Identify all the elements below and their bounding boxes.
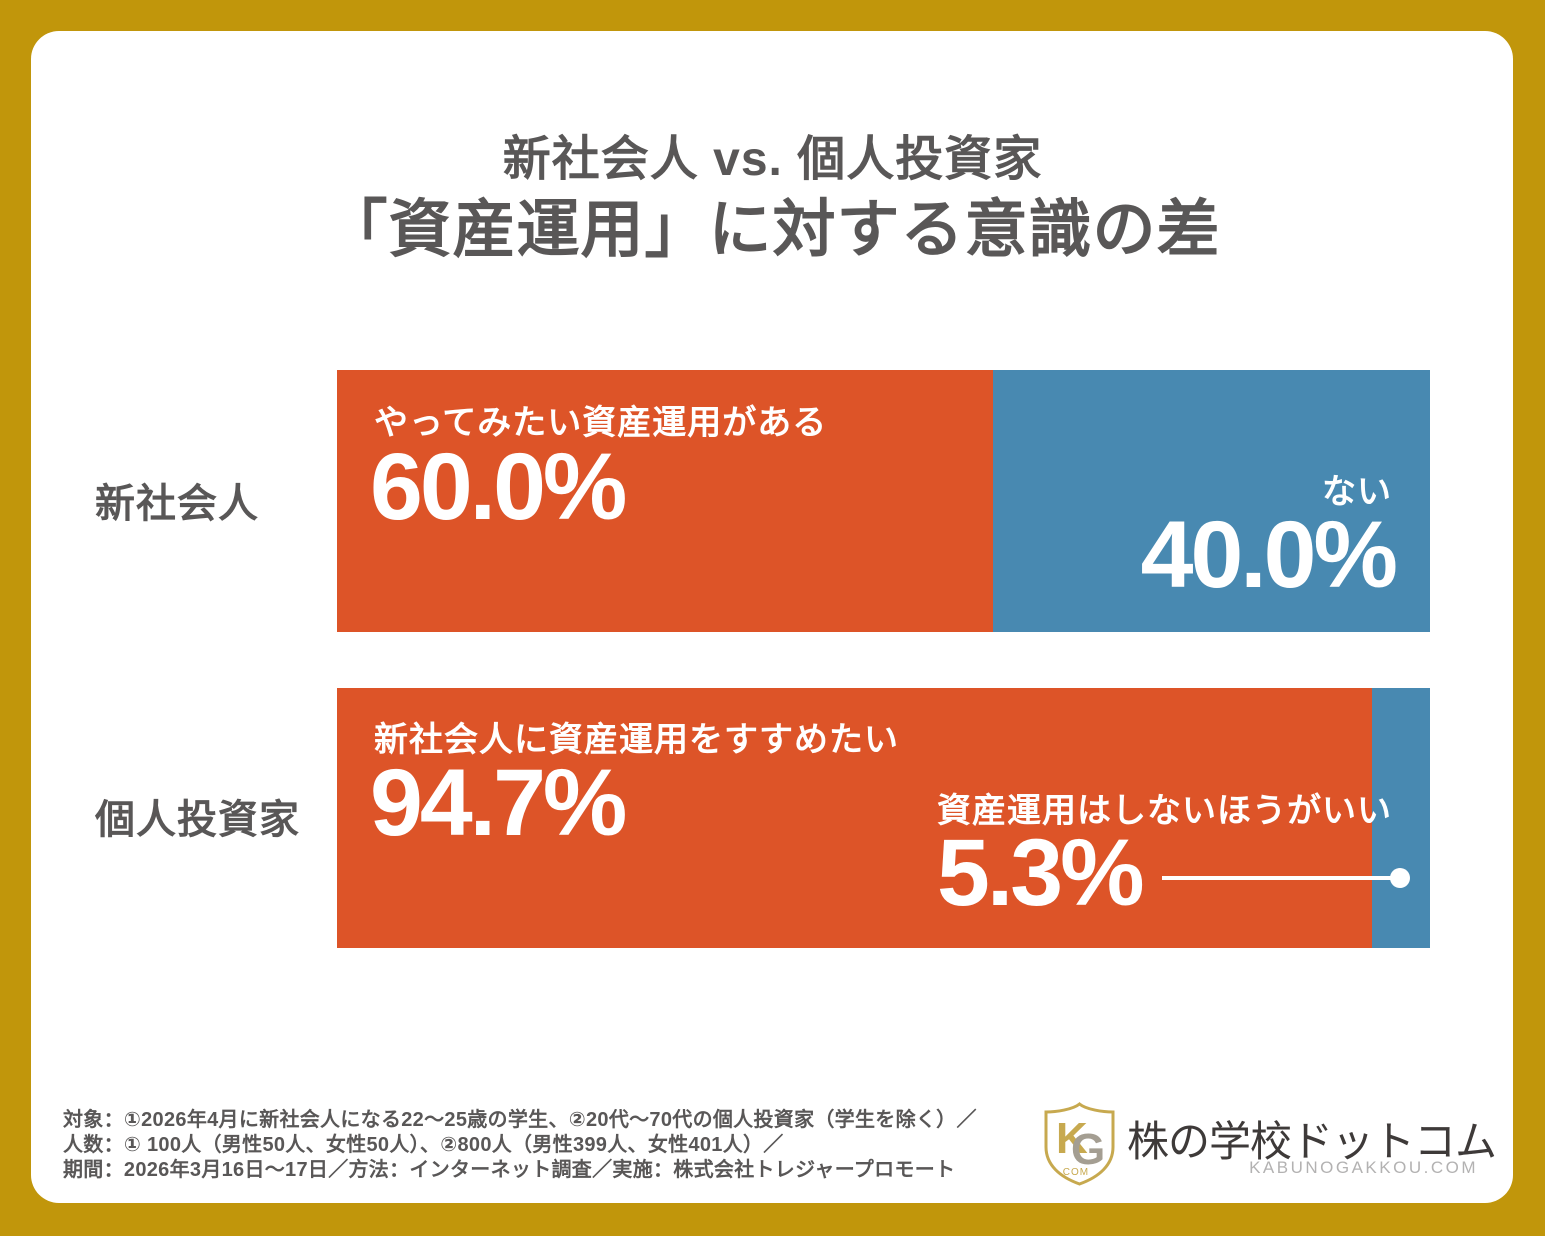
svg-text:K: K	[1056, 1114, 1088, 1163]
survey-note-counts: 人数：① 100人（男性50人、女性50人）、②800人（男性399人、女性40…	[63, 1134, 784, 1156]
segment-value: 94.7%	[370, 750, 627, 856]
svg-text:.COM: .COM	[1059, 1167, 1089, 1178]
callout-connector-line	[1162, 876, 1400, 880]
svg-text:G: G	[1071, 1125, 1105, 1174]
segment-label: ない	[1321, 473, 1392, 511]
bar-segment-negative-new-workers: ない 40.0%	[992, 370, 1430, 632]
survey-note-subjects: 対象：①2026年4月に新社会人になる22〜25歳の学生、②20代〜70代の個人…	[63, 1109, 977, 1131]
logo-name: 株の学校ドットコム	[1127, 1118, 1497, 1165]
segment-value: 5.3%	[937, 820, 1145, 926]
bar-new-workers: やってみたい資産運用がある 60.0% ない 40.0%	[337, 370, 1430, 632]
kg-shield-icon: K G .COM	[1044, 1102, 1115, 1186]
bar-segment-positive-investors: 新社会人に資産運用をすすめたい 94.7%	[337, 688, 1373, 948]
logo-domain: KABUNOGAKKOU.COM	[1249, 1158, 1478, 1177]
segment-value: 40.0%	[1140, 502, 1398, 608]
category-label-new-workers: 新社会人	[95, 482, 259, 526]
bar-segment-negative-investors	[1372, 688, 1430, 948]
segment-label: やってみたい資産運用がある	[374, 404, 828, 442]
survey-note-period: 期間：2026年3月16日〜17日／方法：インターネット調査／実施：株式会社トレ…	[63, 1159, 956, 1181]
category-label-investors: 個人投資家	[95, 798, 300, 842]
segment-label: 新社会人に資産運用をすすめたい	[374, 721, 899, 759]
callout-dot	[1390, 868, 1410, 888]
segment-label: 資産運用はしないほうがいい	[937, 792, 1392, 830]
survey-notes: 対象：①2026年4月に新社会人になる22〜25歳の学生、②20代〜70代の個人…	[63, 1108, 977, 1183]
bar-segment-positive-new-workers: やってみたい資産運用がある 60.0%	[337, 370, 993, 632]
bar-investors: 新社会人に資産運用をすすめたい 94.7% 資産運用はしないほうがいい 5.3%	[337, 688, 1430, 948]
page-title: 新社会人 vs. 個人投資家 「資産運用」に対する意識の差	[0, 132, 1545, 266]
segment-value: 60.0%	[370, 434, 627, 540]
title-line-2: 「資産運用」に対する意識の差	[324, 195, 1221, 265]
title-line-1: 新社会人 vs. 個人投資家	[502, 133, 1043, 186]
